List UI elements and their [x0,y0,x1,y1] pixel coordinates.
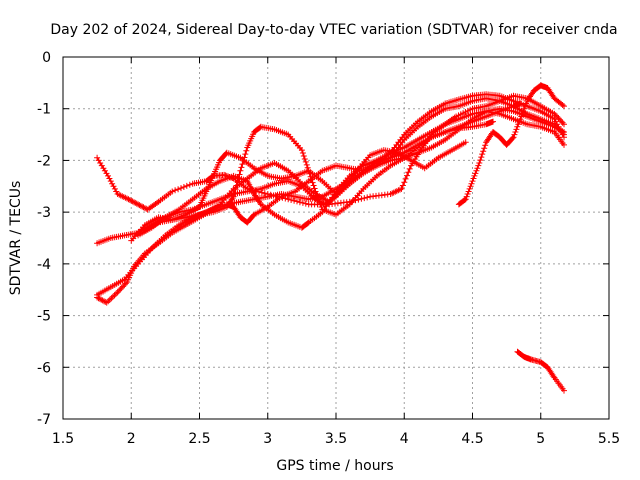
y-tick-label: -1 [37,102,51,118]
y-tick-label: -4 [37,257,51,273]
x-tick-label: 2 [127,431,136,447]
x-tick-label: 1.5 [52,431,74,447]
plus-markers [135,95,567,239]
x-tick-label: 3 [263,431,272,447]
y-tick-label: -6 [37,360,51,376]
x-tick-label: 5.5 [598,431,620,447]
axis-ticks: 1.5 2 2.5 3 3.5 4 4.5 5 5.5 0 -1 -2 -3 -4 -5 -6 -7 [37,50,620,447]
series-sat-h [182,91,567,226]
plus-markers [455,82,567,208]
data-series [94,82,567,394]
series-sat-g [135,95,567,239]
plus-markers [182,91,567,226]
x-tick-label: 5 [536,431,545,447]
plus-markers [94,105,567,247]
y-tick-label: -7 [37,412,51,428]
x-tick-label: 4.5 [461,431,483,447]
y-tick-label: -3 [37,205,51,221]
plus-markers [514,348,567,394]
series-sat-j [514,348,567,394]
y-tick-label: -5 [37,309,51,325]
series-line [96,107,565,244]
series-sat-b [94,105,567,247]
y-tick-label: 0 [42,50,51,66]
x-axis-label: GPS time / hours [276,458,393,474]
x-tick-label: 2.5 [188,431,210,447]
x-tick-label: 3.5 [325,431,347,447]
chart-title: Day 202 of 2024, Sidereal Day-to-day VTE… [50,22,617,38]
series-sat-i [455,82,567,208]
y-axis-label: SDTVAR / TECUs [8,181,24,296]
x-tick-label: 4 [400,431,409,447]
y-tick-label: -2 [37,153,51,169]
